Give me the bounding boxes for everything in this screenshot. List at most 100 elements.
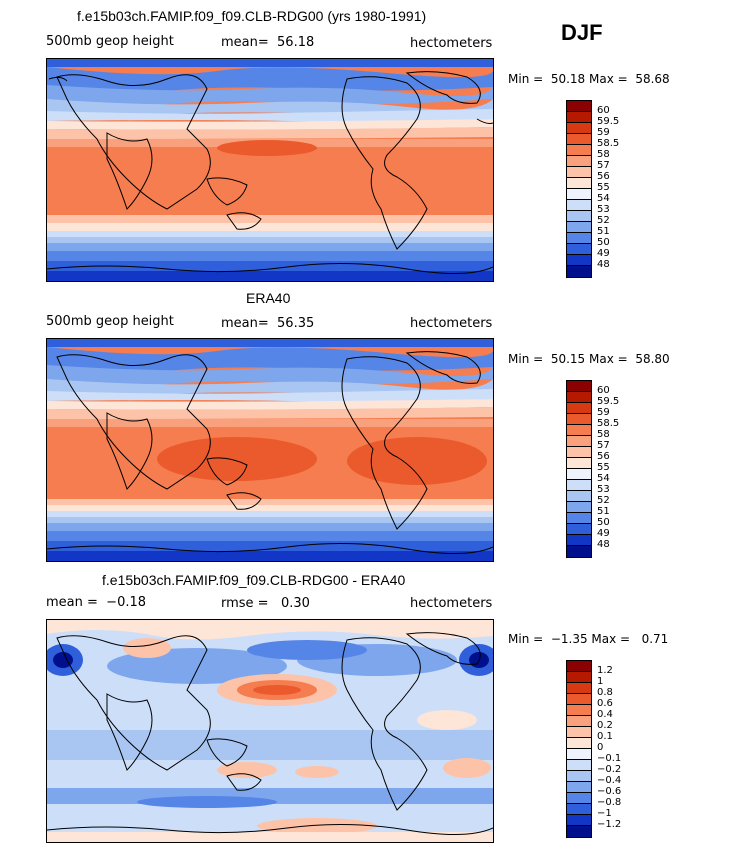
panel2-colorbar-tick-label: 59.5 xyxy=(597,396,620,407)
panel2-colorbar-tick-label: 60 xyxy=(597,385,610,396)
panel3-colorbar-tick-label: −1 xyxy=(597,808,612,819)
panel3-colorbar-swatch xyxy=(567,804,591,815)
panel1-mean-label: mean= xyxy=(221,35,269,50)
panel3-rmse: rmse = 0.30 xyxy=(221,596,310,611)
panel2-colorbar-swatch xyxy=(567,480,591,491)
panel2-colorbar-swatch xyxy=(567,491,591,502)
panel1-colorbar-swatch xyxy=(567,255,591,266)
panel2-colorbar-tick-label: 49 xyxy=(597,528,610,539)
panel1-title: f.e15b03ch.FAMIP.f09_f09.CLB-RDG00 (yrs … xyxy=(77,8,427,24)
panel1-colorbar-tick-label: 50 xyxy=(597,237,610,248)
panel2-colorbar-swatch xyxy=(567,502,591,513)
panel2-colorbar-tick-label: 59 xyxy=(597,407,610,418)
panel1-colorbar-swatch xyxy=(567,112,591,123)
panel1-colorbar-swatch xyxy=(567,222,591,233)
panel1-colorbar-swatch xyxy=(567,156,591,167)
panel3-colorbar-swatch xyxy=(567,683,591,694)
panel2-max-label: Max = xyxy=(589,352,628,366)
panel2-title: ERA40 xyxy=(246,290,291,306)
panel2-colorbar-tick-label: 55 xyxy=(597,462,610,473)
panel3-colorbar-tick-label: 0.6 xyxy=(597,698,613,709)
panel3-colorbar-tick-label: 1.2 xyxy=(597,665,613,676)
panel1-colorbar-tick-label: 51 xyxy=(597,226,610,237)
panel1-colorbar-swatch xyxy=(567,134,591,145)
panel3-colorbar-tick-label: −1.2 xyxy=(597,819,622,830)
panel2-colorbar-tick-label: 48 xyxy=(597,539,610,550)
panel2-colorbar-swatch xyxy=(567,469,591,480)
panel2-min-label: Min = xyxy=(508,352,544,366)
panel1-colorbar-swatch xyxy=(567,145,591,156)
panel3-units: hectometers xyxy=(410,596,493,611)
panel2-min-value: 50.15 xyxy=(550,352,586,366)
panel3-colorbar-tick-label: 1 xyxy=(597,676,604,687)
panel1-colorbar-tick-label: 57 xyxy=(597,160,610,171)
panel3-contour-field xyxy=(47,620,493,842)
panel3-title: f.e15b03ch.FAMIP.f09_f09.CLB-RDG00 - ERA… xyxy=(102,572,406,588)
panel2-map xyxy=(46,338,494,562)
panel1-colorbar-swatch xyxy=(567,266,591,277)
panel2-colorbar-tick-label: 52 xyxy=(597,495,610,506)
panel2-colorbar-swatch xyxy=(567,524,591,535)
panel3-colorbar-tick-label: 0.1 xyxy=(597,731,613,742)
panel3-min-value: −1.35 xyxy=(550,632,588,646)
panel3-max-value: 0.71 xyxy=(641,632,669,646)
panel2-colorbar-tick-label: 56 xyxy=(597,451,610,462)
panel1-colorbar-tick-label: 48 xyxy=(597,259,610,270)
panel3-colorbar-swatch xyxy=(567,727,591,738)
panel3-colorbar-tick-label: 0 xyxy=(597,742,604,753)
panel2-units: hectometers xyxy=(410,316,493,331)
panel3-colorbar xyxy=(566,660,592,838)
panel2-colorbar-swatch xyxy=(567,546,591,557)
panel2-max-value: 58.80 xyxy=(635,352,670,366)
panel1-colorbar-tick-label: 60 xyxy=(597,105,610,116)
panel3-colorbar-tick-label: 0.8 xyxy=(597,687,613,698)
panel2-colorbar-swatch xyxy=(567,458,591,469)
panel1-units: hectometers xyxy=(410,36,493,51)
panel2-minmax: Min = 50.15 Max = 58.80 xyxy=(508,352,670,366)
panel1-colorbar xyxy=(566,100,592,278)
panel1-max-label: Max = xyxy=(589,72,628,86)
panel2-colorbar-swatch xyxy=(567,392,591,403)
panel1-colorbar-tick-label: 49 xyxy=(597,248,610,259)
panel1-colorbar-swatch xyxy=(567,211,591,222)
panel3-minmax: Min = −1.35 Max = 0.71 xyxy=(508,632,668,646)
panel3-colorbar-tick-label: 0.2 xyxy=(597,720,613,731)
panel1-colorbar-swatch xyxy=(567,101,591,112)
panel3-colorbar-swatch xyxy=(567,672,591,683)
panel3-colorbar-swatch xyxy=(567,738,591,749)
panel3-colorbar-swatch xyxy=(567,760,591,771)
panel1-min-value: 50.18 xyxy=(550,72,586,86)
panel2-coastlines xyxy=(47,351,493,554)
panel3-colorbar-tick-label: −0.1 xyxy=(597,753,622,764)
panel3-rmse-value: 0.30 xyxy=(280,596,310,611)
panel3-colorbar-swatch xyxy=(567,815,591,826)
panel1-colorbar-tick-label: 55 xyxy=(597,182,610,193)
panel1-colorbar-tick-label: 58 xyxy=(597,149,610,160)
panel1-colorbar-swatch xyxy=(567,167,591,178)
panel3-colorbar-tick-label: −0.4 xyxy=(597,775,622,786)
panel3-colorbar-tick-label: 0.4 xyxy=(597,709,613,720)
panel2-colorbar-tick-label: 51 xyxy=(597,506,610,517)
panel3-mean-label: mean = xyxy=(46,595,98,610)
panel3-colorbar-swatch xyxy=(567,771,591,782)
panel3-colorbar-swatch xyxy=(567,705,591,716)
panel3-colorbar-swatch xyxy=(567,661,591,672)
panel1-coastlines xyxy=(47,71,493,274)
panel1-colorbar-swatch xyxy=(567,233,591,244)
panel1-colorbar-swatch xyxy=(567,178,591,189)
panel3-colorbar-tick-label: −0.8 xyxy=(597,797,622,808)
panel2-mean: mean= 56.35 xyxy=(221,316,314,331)
panel2-contour-field xyxy=(47,339,493,561)
panel1-colorbar-tick-label: 59 xyxy=(597,127,610,138)
panel1-colorbar-swatch xyxy=(567,189,591,200)
panel1-colorbar-tick-label: 58.5 xyxy=(597,138,620,149)
panel2-colorbar-swatch xyxy=(567,513,591,524)
panel1-colorbar-swatch xyxy=(567,200,591,211)
panel3-coastlines xyxy=(47,632,493,835)
panel1-colorbar-tick-label: 59.5 xyxy=(597,116,620,127)
panel1-max-value: 58.68 xyxy=(635,72,670,86)
panel1-colorbar-tick-label: 56 xyxy=(597,171,610,182)
panel1-colorbar-tick-label: 53 xyxy=(597,204,610,215)
panel1-minmax: Min = 50.18 Max = 58.68 xyxy=(508,72,670,86)
panel3-map xyxy=(46,619,494,843)
